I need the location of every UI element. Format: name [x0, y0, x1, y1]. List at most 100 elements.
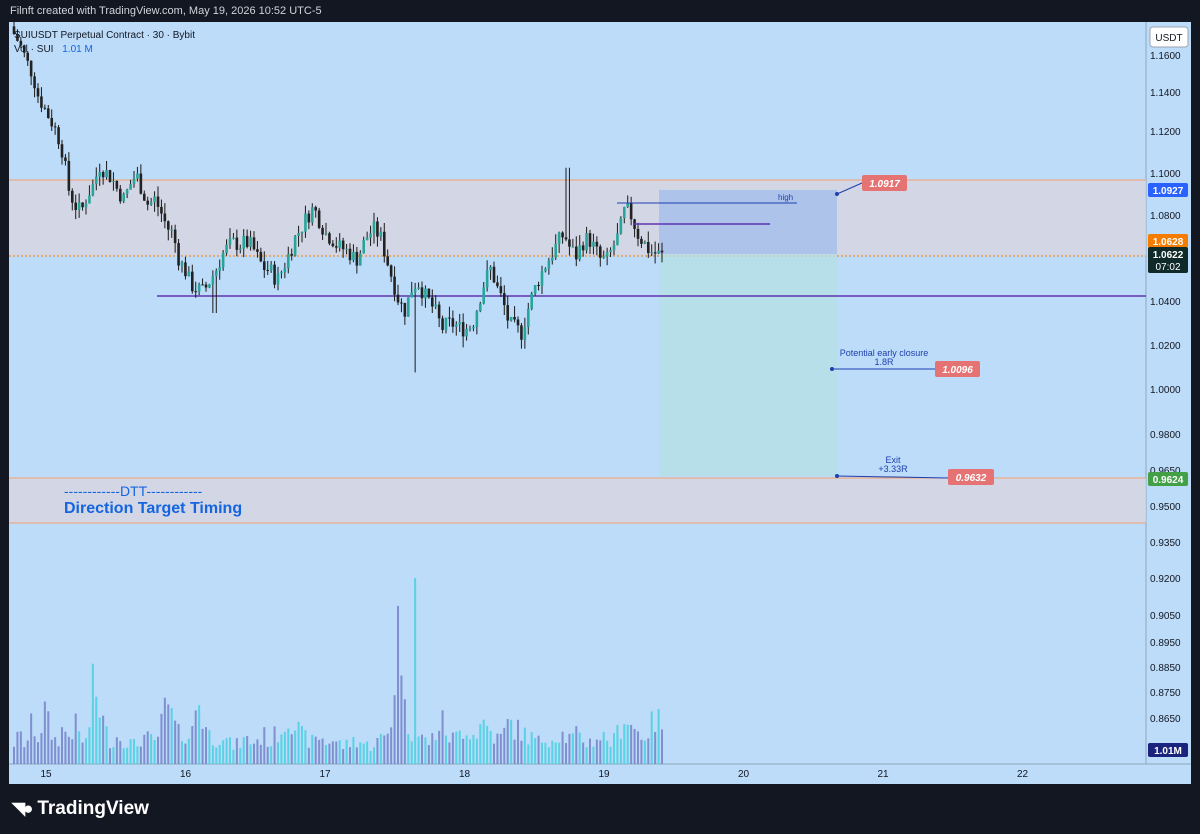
volume-bar: [410, 741, 413, 764]
candle: [235, 229, 239, 257]
candle: [122, 192, 126, 204]
candle: [482, 281, 486, 305]
candle: [317, 207, 321, 230]
volume-bar: [626, 724, 629, 764]
candle: [533, 284, 537, 296]
volume-bar: [657, 709, 660, 764]
price-chart[interactable]: high 1.0917 Potential early closure 1.8R…: [0, 22, 1200, 786]
currency-button-label: USDT: [1155, 33, 1182, 44]
tradingview-logo[interactable]: ◥● TradingView: [12, 798, 149, 820]
candle: [105, 160, 108, 180]
target2-price-tag[interactable]: [935, 361, 980, 377]
candle: [214, 268, 218, 313]
volume-bar: [407, 734, 410, 764]
volume-bar: [602, 731, 605, 764]
volume-bar: [321, 738, 324, 764]
price-tick-label: 1.1400: [1150, 88, 1181, 99]
candle: [557, 231, 561, 253]
candle: [403, 302, 407, 325]
candle: [304, 205, 307, 238]
volume-legend-label[interactable]: Vol · SUI: [14, 44, 53, 55]
candle: [310, 203, 314, 226]
volume-bar: [26, 740, 29, 764]
candle: [427, 288, 431, 299]
volume-bar: [506, 719, 509, 764]
volume-bar: [568, 733, 571, 764]
candle: [640, 236, 643, 248]
candle: [410, 281, 414, 298]
candle: [430, 289, 434, 313]
volume-bar: [661, 729, 663, 764]
volume-bar: [105, 726, 108, 764]
candle: [91, 179, 95, 197]
candle: [592, 233, 595, 255]
volume-bar: [451, 732, 454, 764]
volume-bar: [462, 738, 465, 764]
volume-bar: [277, 742, 279, 764]
price-tick-label: 0.8850: [1150, 663, 1181, 674]
candle: [609, 247, 612, 258]
volume-bar: [489, 731, 492, 764]
volume-bar: [623, 724, 626, 764]
volume-bar: [50, 739, 53, 764]
symbol-legend[interactable]: SUIUSDT Perpetual Contract · 30 · Bybit: [14, 30, 195, 41]
target3-price-tag[interactable]: [948, 469, 994, 485]
candle: [516, 316, 520, 333]
volume-bar: [421, 734, 423, 764]
volume-bar: [259, 744, 262, 764]
candle: [434, 295, 438, 310]
candle: [293, 234, 297, 257]
candle: [53, 122, 57, 135]
profit-box[interactable]: [659, 254, 837, 476]
candle: [160, 199, 163, 223]
candle: [588, 229, 592, 254]
volume-bar: [510, 719, 513, 764]
candle: [506, 295, 510, 329]
candle: [46, 105, 50, 119]
candle: [578, 235, 582, 262]
candle: [81, 202, 84, 211]
volume-bar: [589, 738, 591, 764]
candle: [149, 197, 153, 206]
volume-bar: [633, 728, 636, 764]
candle: [286, 246, 290, 274]
volume-bar: [469, 739, 471, 764]
candle: [636, 222, 640, 247]
volume-bar: [499, 733, 502, 764]
target1-price-tag[interactable]: [862, 175, 907, 191]
candle: [653, 241, 657, 264]
candle: [451, 310, 455, 333]
currency-button[interactable]: [1149, 26, 1189, 48]
volume-bar: [263, 727, 266, 764]
volume-bar: [417, 736, 420, 764]
candle: [499, 277, 503, 297]
candle: [612, 240, 616, 256]
volume-bar: [595, 739, 598, 764]
volume-bar: [465, 735, 468, 764]
candle: [232, 233, 235, 240]
candle: [389, 264, 393, 283]
price-tick-label: 1.1000: [1150, 169, 1181, 180]
volume-bar: [582, 742, 585, 764]
candle: [605, 247, 609, 266]
volume-bar: [47, 711, 50, 764]
volume-bar: [537, 735, 540, 764]
volume-bar: [619, 738, 622, 764]
candle: [492, 261, 496, 284]
volume-bar: [187, 738, 190, 764]
time-scale[interactable]: [9, 764, 1191, 784]
candle: [173, 224, 177, 253]
price-scale[interactable]: [1146, 22, 1191, 764]
volume-bar: [153, 739, 156, 764]
candle: [540, 265, 544, 295]
candle: [331, 239, 335, 248]
candle: [396, 284, 400, 306]
plot-area[interactable]: [9, 22, 1146, 764]
candle: [228, 228, 232, 249]
candle: [520, 322, 523, 349]
tradingview-logo-text: TradingView: [37, 798, 149, 819]
target-box[interactable]: [659, 190, 837, 254]
price-tick-label: 0.8650: [1150, 714, 1181, 725]
candle: [544, 267, 547, 273]
price-tick-label: 1.0000: [1150, 385, 1181, 396]
